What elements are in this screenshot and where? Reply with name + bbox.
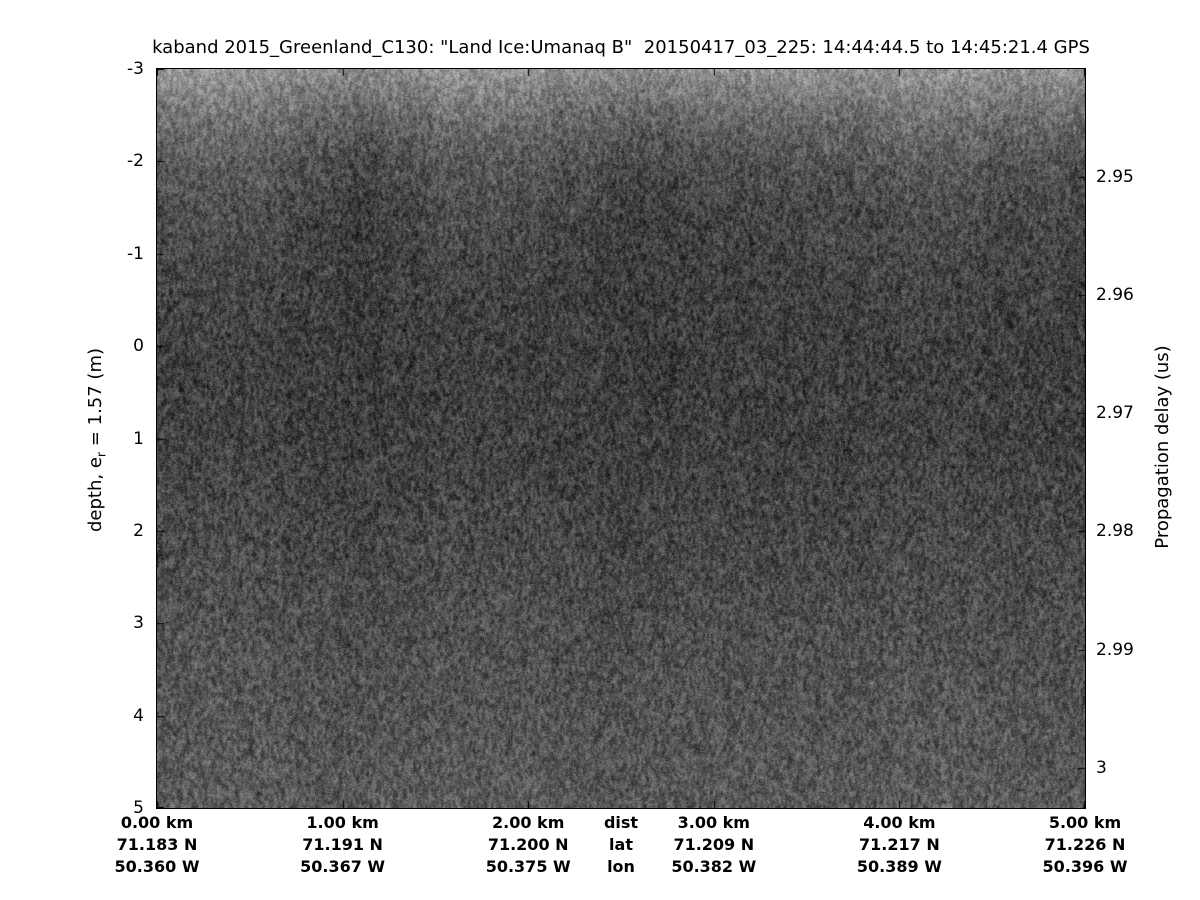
right-tick-label: 2.97 <box>1096 403 1134 424</box>
bottom-tick-column: 0.00 km 71.183 N 50.360 W <box>92 812 222 878</box>
bottom-dist-label: 4.00 km <box>863 813 936 832</box>
bottom-lat-label: 71.191 N <box>302 835 383 854</box>
left-tick-label: 1 <box>133 428 144 449</box>
bottom-dist-label: 0.00 km <box>120 813 194 832</box>
bottom-lat-label: 71.217 N <box>859 835 940 854</box>
bottom-lon-label: 50.389 W <box>856 857 942 876</box>
left-tick-label: -1 <box>127 243 144 264</box>
bottom-dist-label: 2.00 km <box>492 813 565 832</box>
bottom-lat-label: 71.200 N <box>487 835 569 854</box>
left-tick-label: 0 <box>133 336 144 357</box>
bottom-lon-label: 50.360 W <box>114 857 200 876</box>
bottom-lat-label: 71.209 N <box>673 835 755 854</box>
left-tick-label: 2 <box>133 520 144 541</box>
bottom-tick-column: 3.00 km 71.209 N 50.382 W <box>649 812 779 878</box>
right-tick-label: 2.95 <box>1096 166 1134 187</box>
bottom-lat-label: 71.226 N <box>1044 835 1126 854</box>
bottom-row-headers: dist lat lon <box>556 812 686 878</box>
bottom-lon-label: 50.396 W <box>1042 857 1128 876</box>
bottom-dist-label: 3.00 km <box>677 813 750 832</box>
left-tick-label: -2 <box>127 151 144 172</box>
bottom-dist-label: 1.00 km <box>306 813 379 832</box>
left-tick-label: 3 <box>133 613 144 634</box>
bottom-row-header: lon <box>607 857 635 876</box>
left-tick-label: 4 <box>133 705 144 726</box>
right-tick-label: 2.98 <box>1096 521 1134 542</box>
bottom-lon-label: 50.375 W <box>485 857 571 876</box>
right-tick-label: 2.99 <box>1096 639 1134 660</box>
bottom-tick-column: 5.00 km 71.226 N 50.396 W <box>1020 812 1150 878</box>
figure-title: kaband 2015_Greenland_C130: "Land Ice:Um… <box>152 37 1090 58</box>
bottom-tick-column: 2.00 km 71.200 N 50.375 W <box>463 812 593 878</box>
bottom-lon-label: 50.382 W <box>671 857 757 876</box>
bottom-tick-column: 1.00 km 71.191 N 50.367 W <box>278 812 408 878</box>
left-axis-label-subscript: r <box>93 451 109 458</box>
right-tick-label: 2.96 <box>1096 284 1134 305</box>
bottom-row-header: dist <box>603 813 639 832</box>
bottom-row-header: lat <box>609 835 633 854</box>
left-tick-label: 5 <box>133 798 144 818</box>
bottom-lon-label: 50.367 W <box>300 857 386 876</box>
bottom-lat-label: 71.183 N <box>116 835 198 854</box>
bottom-dist-label: 5.00 km <box>1048 813 1122 832</box>
left-tick-label: -3 <box>127 59 144 79</box>
right-axis-label: Propagation delay (us) <box>1152 345 1173 549</box>
right-tick-label: 3 <box>1096 757 1107 778</box>
bottom-tick-column: 4.00 km 71.217 N 50.389 W <box>834 812 964 878</box>
echogram-image <box>157 69 1085 808</box>
